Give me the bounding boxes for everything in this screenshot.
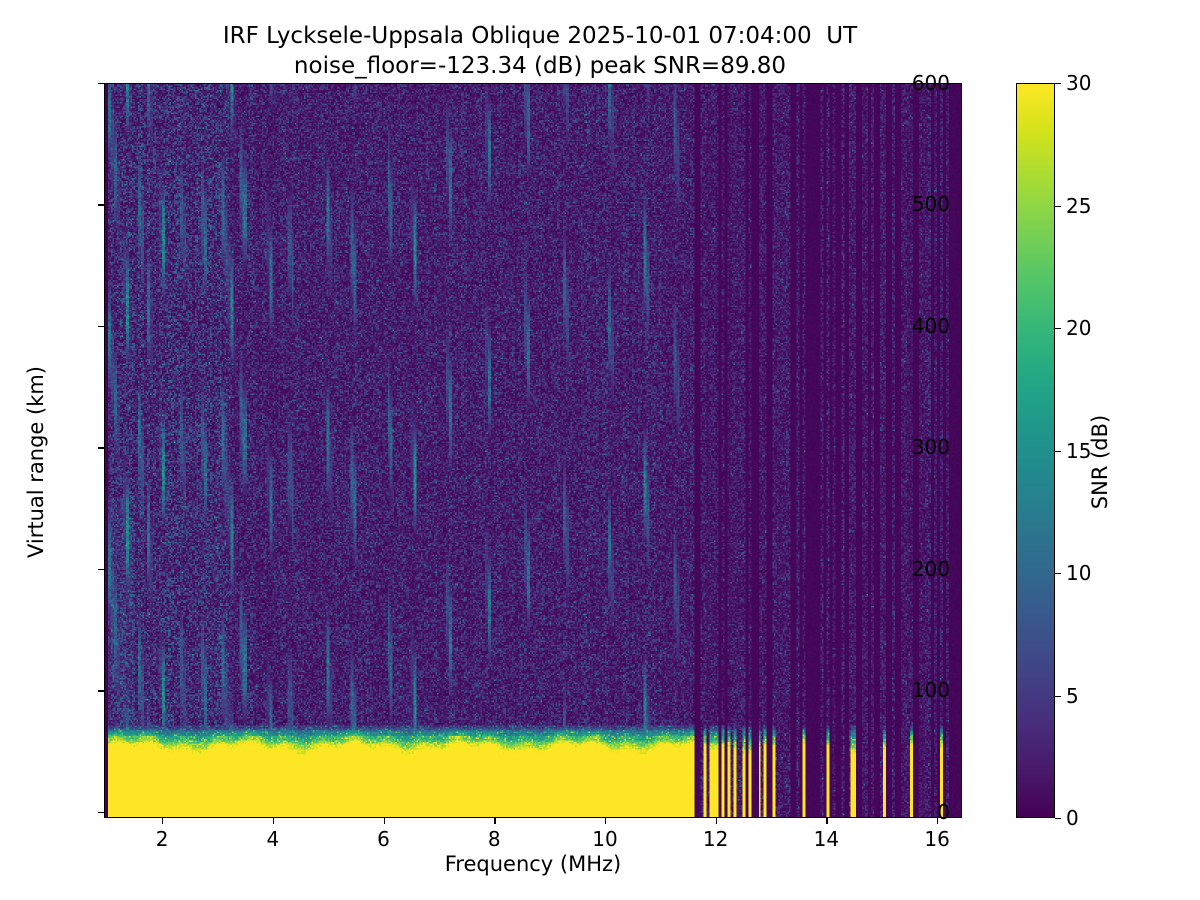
colorbar-tick-mark (1055, 818, 1061, 820)
colorbar-tick-label: 10 (1066, 561, 1092, 585)
colorbar-tick-label: 0 (1066, 806, 1079, 830)
colorbar-tick-label: 20 (1066, 316, 1092, 340)
colorbar-label: SNR (dB) (1088, 414, 1112, 510)
x-tick-mark (715, 818, 717, 824)
title-line-2: noise_floor=-123.34 (dB) peak SNR=89.80 (293, 52, 787, 79)
colorbar-tick-label: 5 (1066, 683, 1079, 708)
x-axis-label: Frequency (MHz) (444, 852, 622, 876)
x-tick-label: 8 (487, 827, 501, 851)
figure-title: IRF Lycksele-Uppsala Oblique 2025-10-01 … (0, 22, 1080, 82)
x-tick-mark (272, 818, 275, 824)
colorbar (1016, 83, 1055, 818)
x-tick-mark (383, 818, 385, 824)
x-tick-label: 10 (592, 827, 618, 851)
x-tick-mark (937, 818, 939, 824)
x-tick-label: 2 (155, 827, 169, 851)
x-tick-mark (494, 818, 496, 824)
x-tick-label: 16 (924, 827, 950, 851)
plot-axes (104, 83, 962, 818)
x-tick-mark (826, 818, 828, 824)
colorbar-tick-mark (1055, 83, 1061, 85)
ionogram-heatmap (105, 84, 961, 817)
colorbar-gradient (1017, 84, 1054, 817)
x-tick-label: 12 (702, 827, 729, 851)
colorbar-tick-mark (1055, 205, 1061, 207)
colorbar-tick-mark (1055, 450, 1061, 452)
x-tick-label: 14 (813, 827, 840, 851)
x-tick-mark (162, 818, 164, 824)
title-line-1: IRF Lycksele-Uppsala Oblique 2025-10-01 … (222, 23, 858, 49)
colorbar-tick-label: 25 (1066, 193, 1092, 218)
colorbar-tick-mark (1055, 695, 1061, 697)
x-tick-label: 4 (266, 827, 280, 851)
x-tick-label: 6 (377, 827, 390, 851)
colorbar-tick-mark (1055, 328, 1061, 330)
colorbar-tick-mark (1055, 573, 1061, 575)
x-tick-mark (604, 818, 607, 824)
y-axis-label: Virtual range (km) (24, 365, 48, 559)
